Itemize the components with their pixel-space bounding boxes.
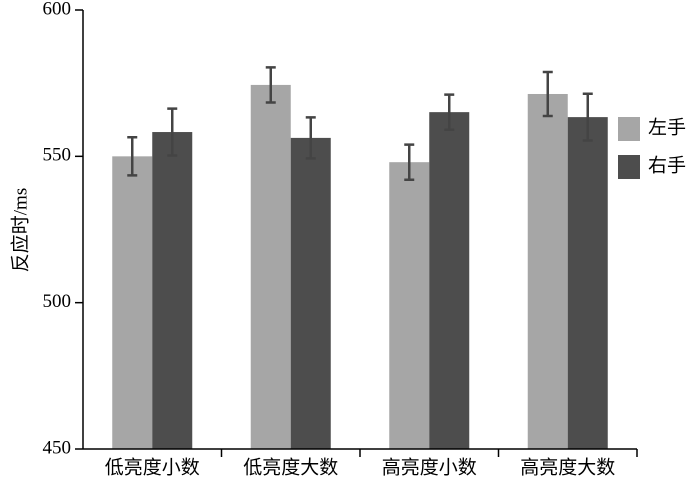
bar [389, 162, 430, 450]
error-bar [127, 136, 138, 177]
bar [152, 132, 193, 450]
bar [429, 112, 470, 450]
bar [567, 117, 608, 449]
legend-swatch [618, 155, 640, 179]
x-tick-label: 高亮度大数 [520, 456, 615, 478]
error-bar [265, 66, 276, 104]
x-tick-label: 低亮度大数 [243, 456, 338, 478]
y-tick-label: 600 [43, 0, 72, 19]
error-bar [167, 107, 178, 157]
y-tick-label: 550 [43, 145, 72, 166]
error-bar [582, 92, 593, 142]
error-bar [444, 93, 455, 131]
error-bar [542, 70, 553, 118]
legend-label: 右手 [648, 154, 686, 176]
error-bar [305, 116, 316, 160]
bar [527, 93, 568, 449]
y-axis-label: 反应时/ms [9, 188, 31, 272]
error-bar [404, 143, 415, 181]
bar [250, 84, 291, 449]
y-tick-label: 450 [43, 437, 72, 458]
legend-label: 左手 [648, 116, 686, 138]
x-tick-label: 低亮度小数 [105, 456, 200, 478]
x-tick-label: 高亮度小数 [382, 456, 477, 478]
y-tick-label: 500 [43, 291, 72, 312]
bar [112, 156, 153, 450]
bar [290, 137, 331, 450]
legend-swatch [618, 117, 640, 141]
